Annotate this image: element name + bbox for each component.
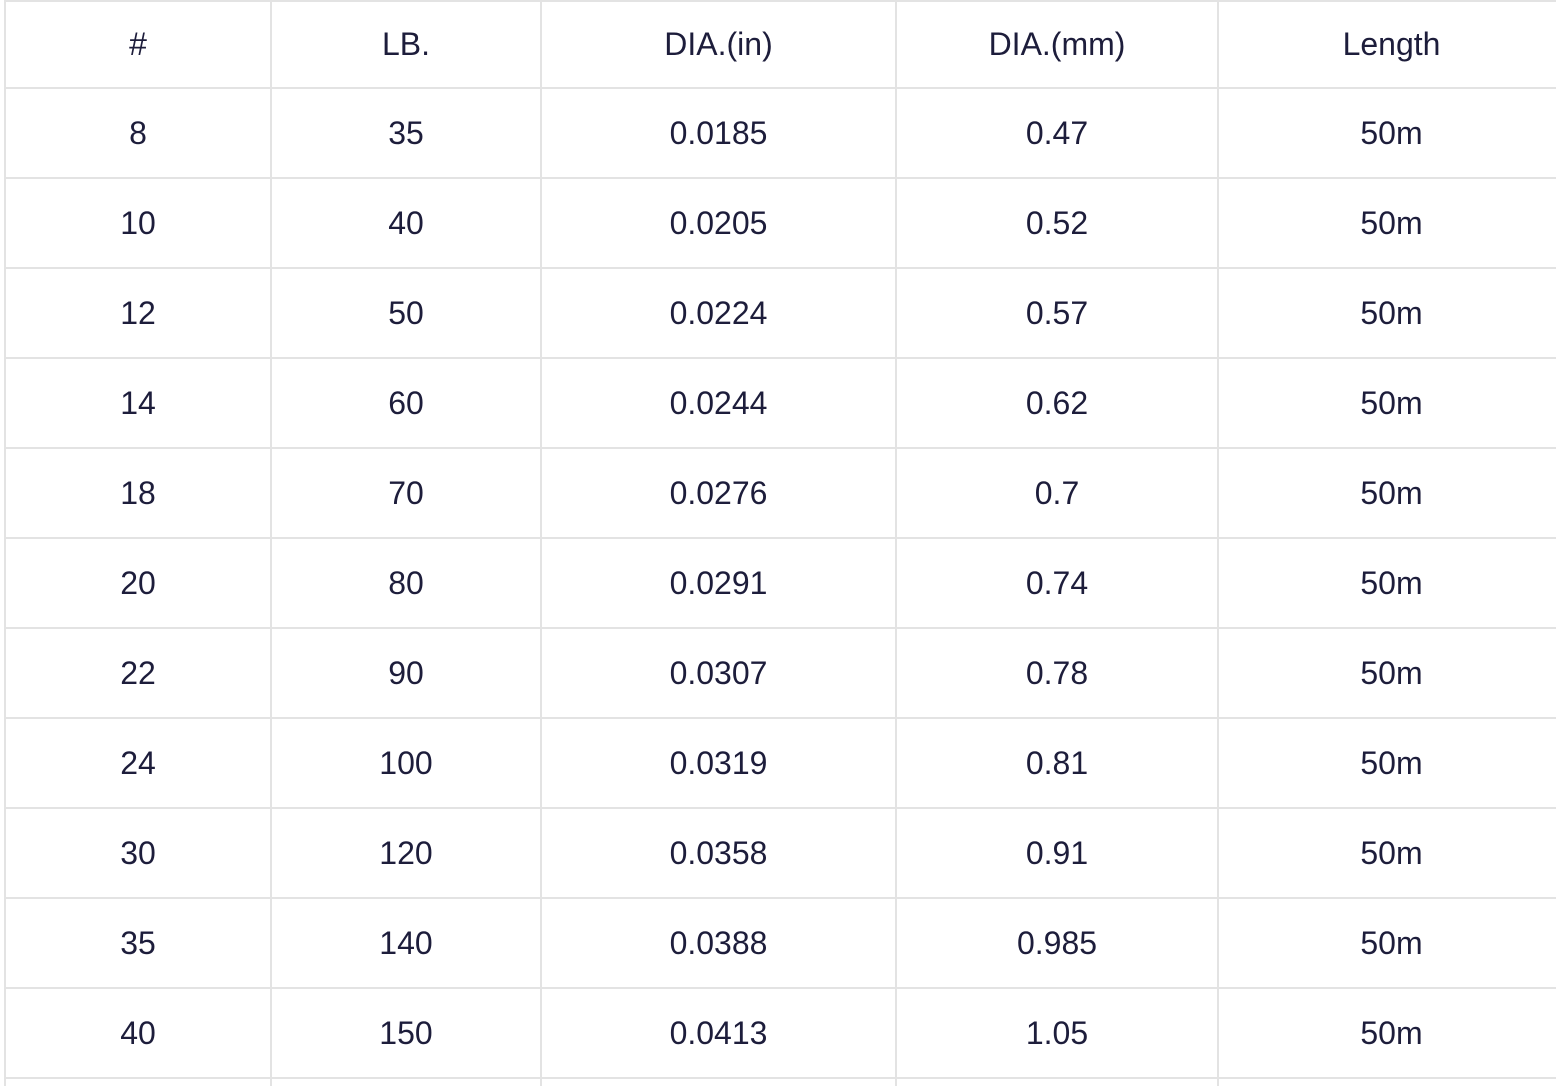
- cell-length: 50m: [1217, 627, 1556, 719]
- header-cell-lb: LB.: [270, 0, 542, 89]
- header-cell-length: Length: [1217, 0, 1556, 89]
- cell-number: 30: [4, 807, 272, 899]
- table-row: 18 70 0.0276 0.7 50m: [4, 447, 1556, 539]
- cell-dia-in: 0.0358: [540, 807, 897, 899]
- cell-length: 50m: [1217, 357, 1556, 449]
- cell-lb: 40: [270, 177, 542, 269]
- cell-dia-in: [540, 1077, 897, 1086]
- table-row-partial: [4, 1077, 1556, 1086]
- cell-length: [1217, 1077, 1556, 1086]
- cell-lb: 35: [270, 87, 542, 179]
- table-row: 22 90 0.0307 0.78 50m: [4, 627, 1556, 719]
- cell-length: 50m: [1217, 267, 1556, 359]
- table-row: 8 35 0.0185 0.47 50m: [4, 87, 1556, 179]
- cell-dia-mm: 0.7: [895, 447, 1219, 539]
- cell-dia-mm: 0.91: [895, 807, 1219, 899]
- cell-dia-mm: [895, 1077, 1219, 1086]
- cell-lb: 80: [270, 537, 542, 629]
- cell-dia-in: 0.0388: [540, 897, 897, 989]
- table-row: 24 100 0.0319 0.81 50m: [4, 717, 1556, 809]
- table-row: 12 50 0.0224 0.57 50m: [4, 267, 1556, 359]
- table-row: 20 80 0.0291 0.74 50m: [4, 537, 1556, 629]
- cell-dia-mm: 0.78: [895, 627, 1219, 719]
- table-row: 14 60 0.0244 0.62 50m: [4, 357, 1556, 449]
- cell-length: 50m: [1217, 807, 1556, 899]
- header-cell-dia-mm: DIA.(mm): [895, 0, 1219, 89]
- cell-number: [4, 1077, 272, 1086]
- cell-length: 50m: [1217, 717, 1556, 809]
- header-row: # LB. DIA.(in) DIA.(mm) Length: [4, 0, 1556, 89]
- cell-dia-in: 0.0224: [540, 267, 897, 359]
- cell-dia-in: 0.0291: [540, 537, 897, 629]
- cell-number: 22: [4, 627, 272, 719]
- cell-number: 10: [4, 177, 272, 269]
- cell-length: 50m: [1217, 987, 1556, 1079]
- cell-lb: 60: [270, 357, 542, 449]
- cell-number: 24: [4, 717, 272, 809]
- cell-dia-mm: 0.62: [895, 357, 1219, 449]
- table-row: 35 140 0.0388 0.985 50m: [4, 897, 1556, 989]
- cell-dia-in: 0.0413: [540, 987, 897, 1079]
- cell-number: 14: [4, 357, 272, 449]
- cell-length: 50m: [1217, 897, 1556, 989]
- cell-dia-mm: 0.52: [895, 177, 1219, 269]
- cell-lb: 150: [270, 987, 542, 1079]
- cell-length: 50m: [1217, 87, 1556, 179]
- table-row: 30 120 0.0358 0.91 50m: [4, 807, 1556, 899]
- cell-lb: 140: [270, 897, 542, 989]
- cell-dia-mm: 0.57: [895, 267, 1219, 359]
- line-spec-table: # LB. DIA.(in) DIA.(mm) Length 8 35 0.01…: [4, 0, 1556, 1086]
- cell-number: 12: [4, 267, 272, 359]
- header-cell-dia-in: DIA.(in): [540, 0, 897, 89]
- cell-number: 18: [4, 447, 272, 539]
- cell-dia-in: 0.0244: [540, 357, 897, 449]
- cell-lb: [270, 1077, 542, 1086]
- cell-length: 50m: [1217, 177, 1556, 269]
- header-cell-number: #: [4, 0, 272, 89]
- table-body: 8 35 0.0185 0.47 50m 10 40 0.0205 0.52 5…: [4, 87, 1556, 1086]
- cell-dia-mm: 0.81: [895, 717, 1219, 809]
- cell-lb: 100: [270, 717, 542, 809]
- cell-dia-mm: 0.47: [895, 87, 1219, 179]
- cell-dia-in: 0.0205: [540, 177, 897, 269]
- cell-dia-in: 0.0319: [540, 717, 897, 809]
- cell-lb: 50: [270, 267, 542, 359]
- cell-dia-mm: 0.985: [895, 897, 1219, 989]
- table-row: 40 150 0.0413 1.05 50m: [4, 987, 1556, 1079]
- cell-number: 8: [4, 87, 272, 179]
- cell-number: 40: [4, 987, 272, 1079]
- cell-lb: 90: [270, 627, 542, 719]
- cell-dia-in: 0.0276: [540, 447, 897, 539]
- cell-length: 50m: [1217, 447, 1556, 539]
- cell-lb: 120: [270, 807, 542, 899]
- cell-number: 35: [4, 897, 272, 989]
- cell-lb: 70: [270, 447, 542, 539]
- cell-dia-mm: 1.05: [895, 987, 1219, 1079]
- table-header: # LB. DIA.(in) DIA.(mm) Length: [4, 0, 1556, 89]
- cell-number: 20: [4, 537, 272, 629]
- cell-length: 50m: [1217, 537, 1556, 629]
- spec-table-container: # LB. DIA.(in) DIA.(mm) Length 8 35 0.01…: [4, 0, 1556, 1086]
- cell-dia-in: 0.0307: [540, 627, 897, 719]
- cell-dia-mm: 0.74: [895, 537, 1219, 629]
- table-row: 10 40 0.0205 0.52 50m: [4, 177, 1556, 269]
- cell-dia-in: 0.0185: [540, 87, 897, 179]
